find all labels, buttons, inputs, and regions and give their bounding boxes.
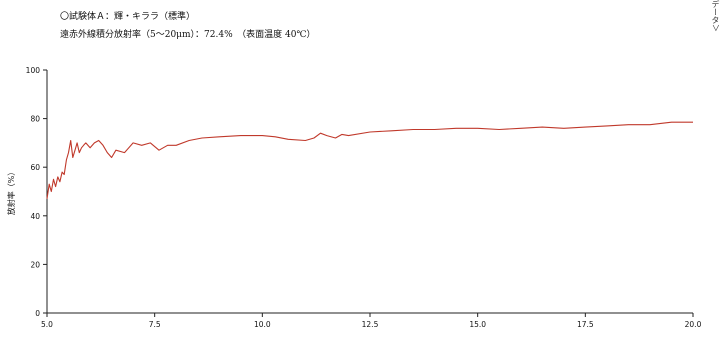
y-tick-label: 60: [30, 163, 40, 172]
series-group: [46, 121, 693, 199]
side-note: データ＞: [711, 0, 720, 32]
emissivity-line: [46, 121, 693, 199]
y-tick-label: 0: [35, 309, 40, 318]
x-axis-ticks: 5.0 7.5 10.0 12.5 15.0 17.5 20.0: [41, 313, 702, 329]
axes: [46, 70, 693, 314]
y-axis-label: 放射率（%）: [6, 168, 16, 216]
y-tick-label: 80: [30, 115, 40, 124]
x-tick-label: 20.0: [685, 320, 702, 329]
x-tick-label: 17.5: [577, 320, 594, 329]
y-axis-ticks: 0 20 40 60 80 100: [26, 66, 47, 318]
chart-header-line-1: 〇試験体Ａ：輝・キララ（標準）: [60, 12, 196, 22]
chart-header-line-2: 遠赤外線積分放射率（5〜20μm）：72.4% （表面温度 40℃）: [60, 30, 316, 40]
x-tick-label: 7.5: [149, 320, 161, 329]
x-tick-label: 12.5: [362, 320, 379, 329]
y-tick-label: 100: [26, 66, 41, 75]
y-tick-label: 20: [30, 260, 40, 269]
x-tick-label: 10.0: [254, 320, 271, 329]
y-tick-label: 40: [30, 212, 40, 221]
x-tick-label: 5.0: [41, 320, 53, 329]
x-tick-label: 15.0: [469, 320, 486, 329]
